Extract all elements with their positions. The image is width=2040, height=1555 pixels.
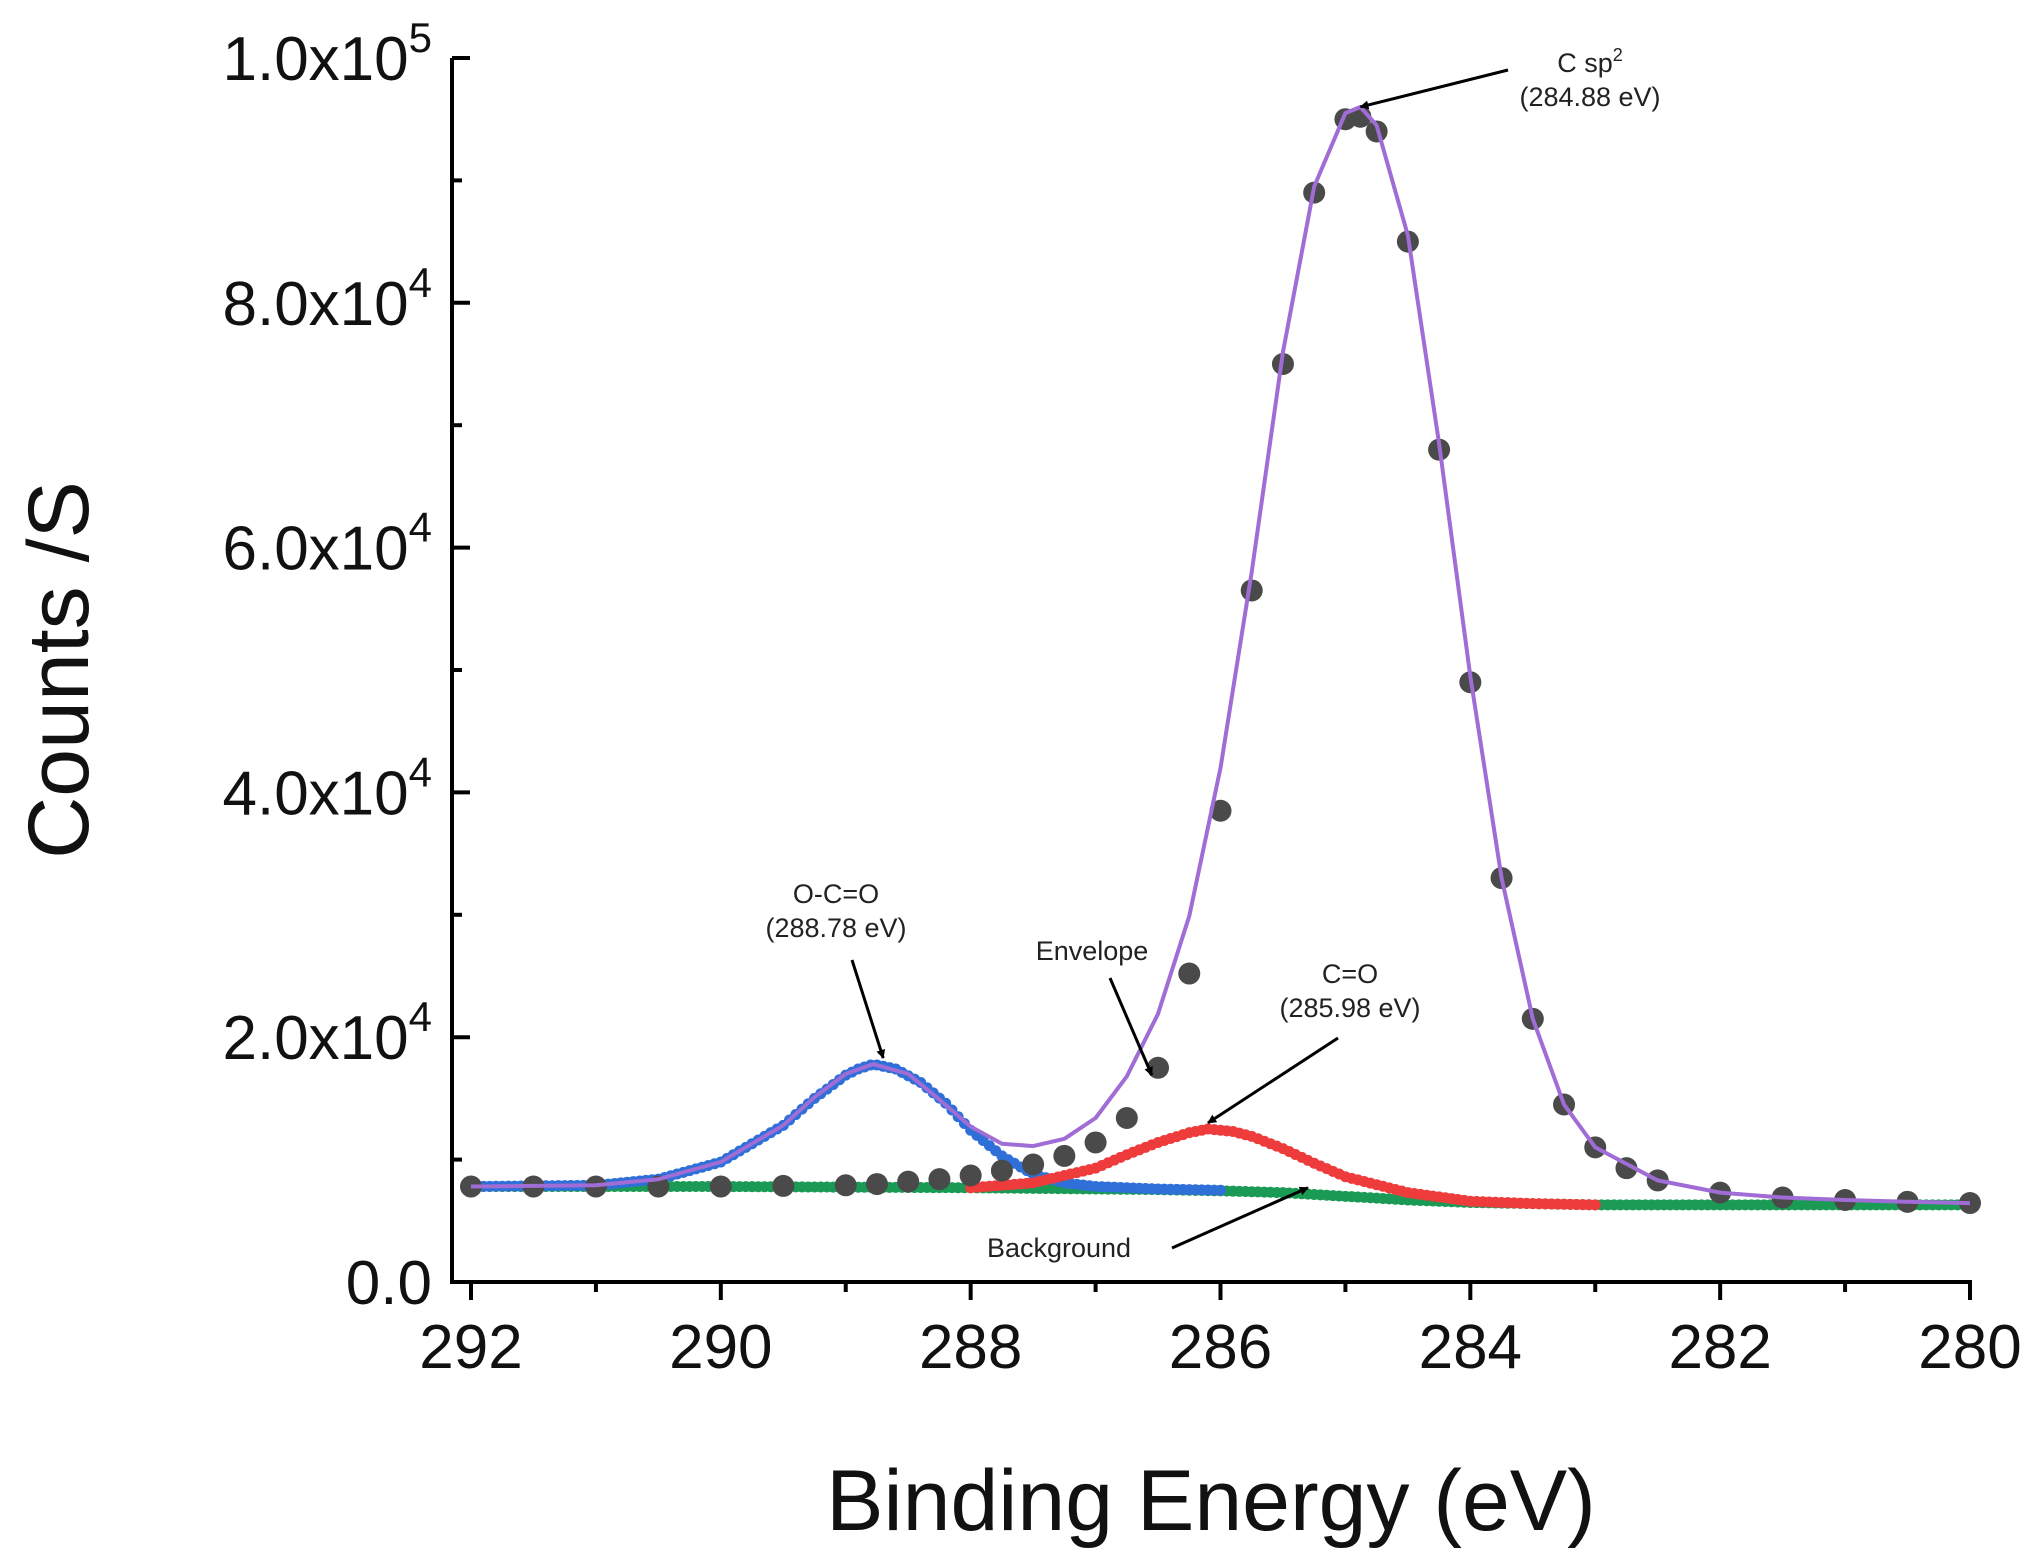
annotation-o-c-o: O-C=O (288.78 eV): [765, 879, 907, 1059]
annotation-layer: C sp2 (284.88 eV) O-C=O (288.78 eV) Envelope…: [765, 45, 1660, 1263]
annotation-c-o: C=O (285.98 eV): [1207, 959, 1421, 1125]
data-point: [928, 1168, 951, 1191]
x-tick-label: 292: [419, 1313, 522, 1382]
fit-point: [1589, 1199, 1601, 1211]
data-point: [834, 1174, 857, 1197]
y-tick-label: 8.0x104: [222, 259, 432, 339]
x-tick-label: 286: [1169, 1313, 1272, 1382]
y-axis-title: Counts /S: [11, 481, 107, 859]
data-point: [1115, 1106, 1138, 1129]
y-tick-label: 2.0x104: [222, 993, 432, 1073]
series-c-o: [965, 1123, 1601, 1211]
data-point: [959, 1164, 982, 1187]
data-point: [1084, 1131, 1107, 1154]
envelope-line: [470, 105, 1971, 1206]
annotation-arrow: [1108, 977, 1154, 1076]
y-tick-label: 6.0x104: [222, 504, 432, 584]
annotation-envelope: Envelope: [1036, 936, 1154, 1076]
annotation-text: (284.88 eV): [1519, 82, 1660, 112]
annotation-arrow: [1171, 1186, 1309, 1250]
y-tick-label: 0.0: [346, 1249, 432, 1318]
data-point: [1053, 1144, 1076, 1167]
data-point: [1022, 1153, 1045, 1176]
y-tick-label: 4.0x104: [222, 748, 432, 828]
x-ticks: 292 290 288 286 284 282 280: [419, 1282, 2022, 1382]
data-point: [1178, 962, 1201, 985]
annotation-text: C sp2: [1557, 45, 1623, 78]
data-point: [865, 1173, 888, 1196]
x-tick-label: 280: [1918, 1313, 2021, 1382]
series-layer: [460, 105, 1981, 1215]
data-point: [772, 1174, 795, 1197]
axes: [450, 58, 1972, 1284]
data-point: [1209, 799, 1232, 822]
annotation-text: C=O: [1322, 959, 1378, 989]
fit-point: [1215, 1184, 1226, 1196]
annotation-text: (285.98 eV): [1279, 993, 1420, 1023]
annotation-text: O-C=O: [793, 879, 879, 909]
annotation-arrow: [850, 959, 886, 1059]
x-tick-label: 282: [1668, 1313, 1771, 1382]
annotation-arrow: [1207, 1036, 1339, 1125]
x-tick-label: 290: [669, 1313, 772, 1382]
data-point: [709, 1175, 732, 1198]
series-data: [460, 105, 1981, 1215]
annotation-text: (288.78 eV): [765, 913, 906, 943]
y-ticks: 0.0 2.0x104 4.0x104 6.0x104 8.0x104 1.0x105: [222, 14, 470, 1318]
annotation-text: Envelope: [1036, 936, 1149, 966]
x-tick-label: 288: [919, 1313, 1022, 1382]
annotation-background: Background: [987, 1186, 1309, 1263]
data-point: [897, 1170, 920, 1193]
data-point: [990, 1159, 1013, 1182]
data-point: [460, 1175, 482, 1198]
y-tick-label: 1.0x105: [222, 14, 432, 94]
annotation-arrow: [1359, 68, 1509, 110]
series-envelope: [470, 105, 1971, 1206]
annotation-c-sp: C sp2 (284.88 eV): [1359, 45, 1661, 112]
annotation-text: Background: [987, 1233, 1131, 1263]
x-axis-title: Binding Energy (eV): [826, 1453, 1596, 1549]
x-tick-label: 284: [1419, 1313, 1522, 1382]
